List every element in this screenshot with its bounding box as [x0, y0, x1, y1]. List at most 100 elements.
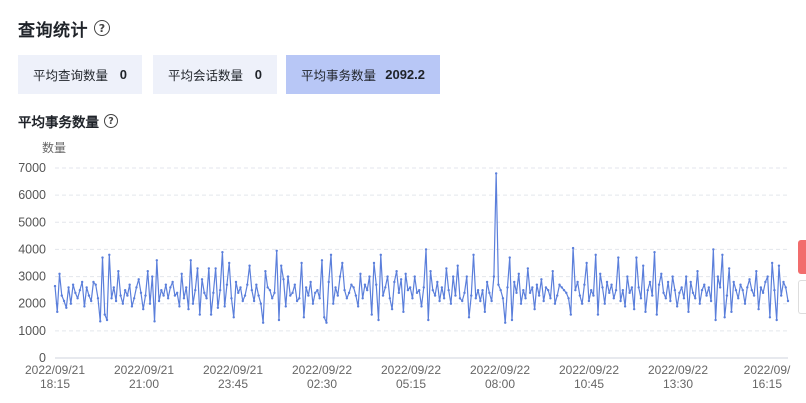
- data-point: [589, 288, 593, 292]
- metric-value: 2092.2: [385, 67, 425, 82]
- data-point: [533, 307, 536, 311]
- data-point: [90, 299, 93, 303]
- data-point: [307, 294, 310, 297]
- data-point: [185, 286, 188, 289]
- data-point: [465, 275, 468, 278]
- data-point: [553, 302, 557, 305]
- data-point: [264, 269, 267, 273]
- data-point: [481, 288, 484, 292]
- data-point: [784, 286, 787, 289]
- data-point: [384, 286, 387, 289]
- data-point: [112, 286, 116, 289]
- metric-card-avg-sessions[interactable]: 平均会话数量 0: [153, 55, 277, 94]
- data-point: [422, 286, 425, 289]
- y-tick-label: 0: [39, 351, 46, 365]
- data-point: [218, 288, 222, 292]
- data-point: [282, 278, 285, 281]
- data-point: [413, 275, 416, 278]
- data-point: [436, 280, 439, 284]
- data-point: [381, 294, 385, 297]
- data-point: [707, 286, 711, 289]
- data-point: [635, 256, 638, 259]
- data-point: [669, 299, 672, 303]
- data-point: [746, 286, 749, 289]
- metric-value: 0: [119, 67, 127, 82]
- data-point: [53, 284, 57, 288]
- data-point: [153, 320, 156, 323]
- data-point: [304, 286, 308, 289]
- data-point: [485, 280, 489, 284]
- data-point: [743, 302, 747, 305]
- data-point: [644, 310, 647, 314]
- data-point: [569, 313, 573, 316]
- data-point: [617, 256, 620, 259]
- page-title: 查询统计: [18, 20, 88, 41]
- data-point: [684, 275, 688, 278]
- data-point: [157, 299, 161, 303]
- y-tick-label: 6000: [18, 188, 46, 202]
- data-point: [221, 250, 224, 254]
- data-point: [626, 275, 629, 278]
- data-point: [415, 291, 419, 295]
- metric-label: 平均会话数量: [168, 68, 244, 83]
- data-point: [479, 299, 482, 303]
- data-point: [585, 261, 588, 265]
- data-point: [230, 297, 233, 300]
- data-point: [246, 283, 249, 286]
- data-point: [395, 269, 398, 273]
- data-point: [601, 286, 604, 289]
- data-point: [266, 286, 269, 289]
- data-point: [119, 294, 122, 297]
- data-point: [603, 302, 606, 305]
- question-circle-icon[interactable]: ?: [94, 20, 110, 36]
- data-point: [696, 269, 699, 273]
- data-point: [703, 283, 706, 286]
- data-point: [623, 305, 627, 308]
- data-point: [130, 305, 134, 308]
- question-circle-icon[interactable]: ?: [104, 114, 118, 128]
- data-point: [343, 288, 346, 292]
- data-point: [551, 269, 554, 273]
- data-point: [142, 307, 145, 311]
- data-point: [123, 288, 127, 292]
- data-point: [766, 275, 769, 278]
- data-point: [182, 297, 186, 300]
- metric-card-avg-queries[interactable]: 平均查询数量 0: [18, 55, 142, 94]
- data-point: [492, 275, 496, 278]
- data-point: [454, 294, 457, 297]
- data-point: [660, 272, 663, 276]
- data-point: [639, 297, 643, 300]
- data-point: [372, 261, 376, 265]
- data-point: [99, 320, 102, 323]
- data-point: [399, 278, 403, 281]
- data-point: [583, 283, 586, 286]
- data-point: [678, 291, 681, 295]
- data-point: [196, 267, 199, 270]
- data-point: [680, 286, 683, 289]
- data-point: [599, 272, 602, 276]
- data-point: [737, 297, 740, 300]
- data-point: [273, 291, 276, 295]
- data-point: [619, 299, 622, 303]
- data-point: [232, 316, 235, 319]
- side-tool-tab[interactable]: [798, 280, 806, 314]
- x-tick-label: 2022/09/21 21:00: [114, 363, 174, 391]
- data-point: [614, 288, 618, 292]
- data-point: [318, 297, 321, 300]
- data-point: [522, 288, 525, 292]
- data-point: [761, 291, 765, 295]
- data-point: [474, 297, 477, 300]
- metric-card-avg-transactions[interactable]: 平均事务数量 2092.2: [286, 55, 440, 94]
- data-point: [255, 283, 258, 286]
- data-point: [510, 318, 514, 322]
- data-point: [298, 297, 301, 300]
- side-feedback-tab[interactable]: [798, 240, 806, 274]
- data-point: [714, 318, 717, 322]
- data-point: [171, 280, 174, 284]
- data-point: [700, 288, 704, 292]
- chart-section-title: 平均事务数量: [18, 115, 99, 131]
- data-point: [393, 280, 396, 284]
- data-point: [101, 256, 104, 259]
- data-point: [540, 278, 543, 281]
- data-point: [406, 288, 410, 292]
